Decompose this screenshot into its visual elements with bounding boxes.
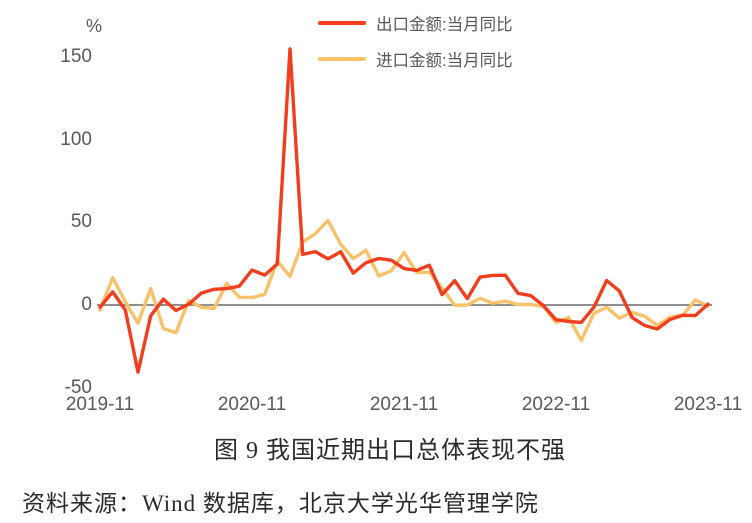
line-chart: % 150 100 50 0 -50 2019-11 2020-11 2021-11 2022…: [60, 12, 743, 415]
source-note: 资料来源：Wind 数据库，北京大学光华管理学院: [22, 491, 539, 516]
legend-item-export: 出口金额:当月同比: [318, 12, 513, 34]
y-axis-tick-label: 0: [81, 294, 92, 315]
import-line: [98, 218, 710, 343]
y-axis-tick-label: 150: [60, 46, 92, 67]
x-axis-tick-label: 2019-11: [65, 394, 135, 415]
x-axis-tick-label: 2022-11: [521, 394, 591, 415]
legend-label-import: 进口金额:当月同比: [376, 52, 513, 70]
y-axis-unit-label: %: [85, 16, 102, 36]
y-axis-tick-label: 50: [70, 211, 92, 233]
export-line-swatch-icon: [318, 21, 366, 25]
export-line: [98, 47, 710, 374]
import-line-swatch-icon: [318, 57, 366, 61]
x-axis-tick-label: 2021-11: [369, 394, 439, 415]
x-axis-tick-label: 2023-11: [673, 394, 743, 415]
figure-caption: 图 9 我国近期出口总体表现不强: [214, 438, 566, 464]
chart-legend: 出口金额:当月同比 进口金额:当月同比: [318, 12, 513, 84]
x-axis-tick-label: 2020-11: [217, 394, 287, 415]
legend-label-export: 出口金额:当月同比: [376, 16, 513, 34]
y-axis-tick-label: -50: [64, 376, 92, 398]
y-axis-tick-label: 100: [60, 128, 92, 150]
legend-item-import: 进口金额:当月同比: [318, 48, 513, 70]
plot-area: [97, 47, 712, 374]
